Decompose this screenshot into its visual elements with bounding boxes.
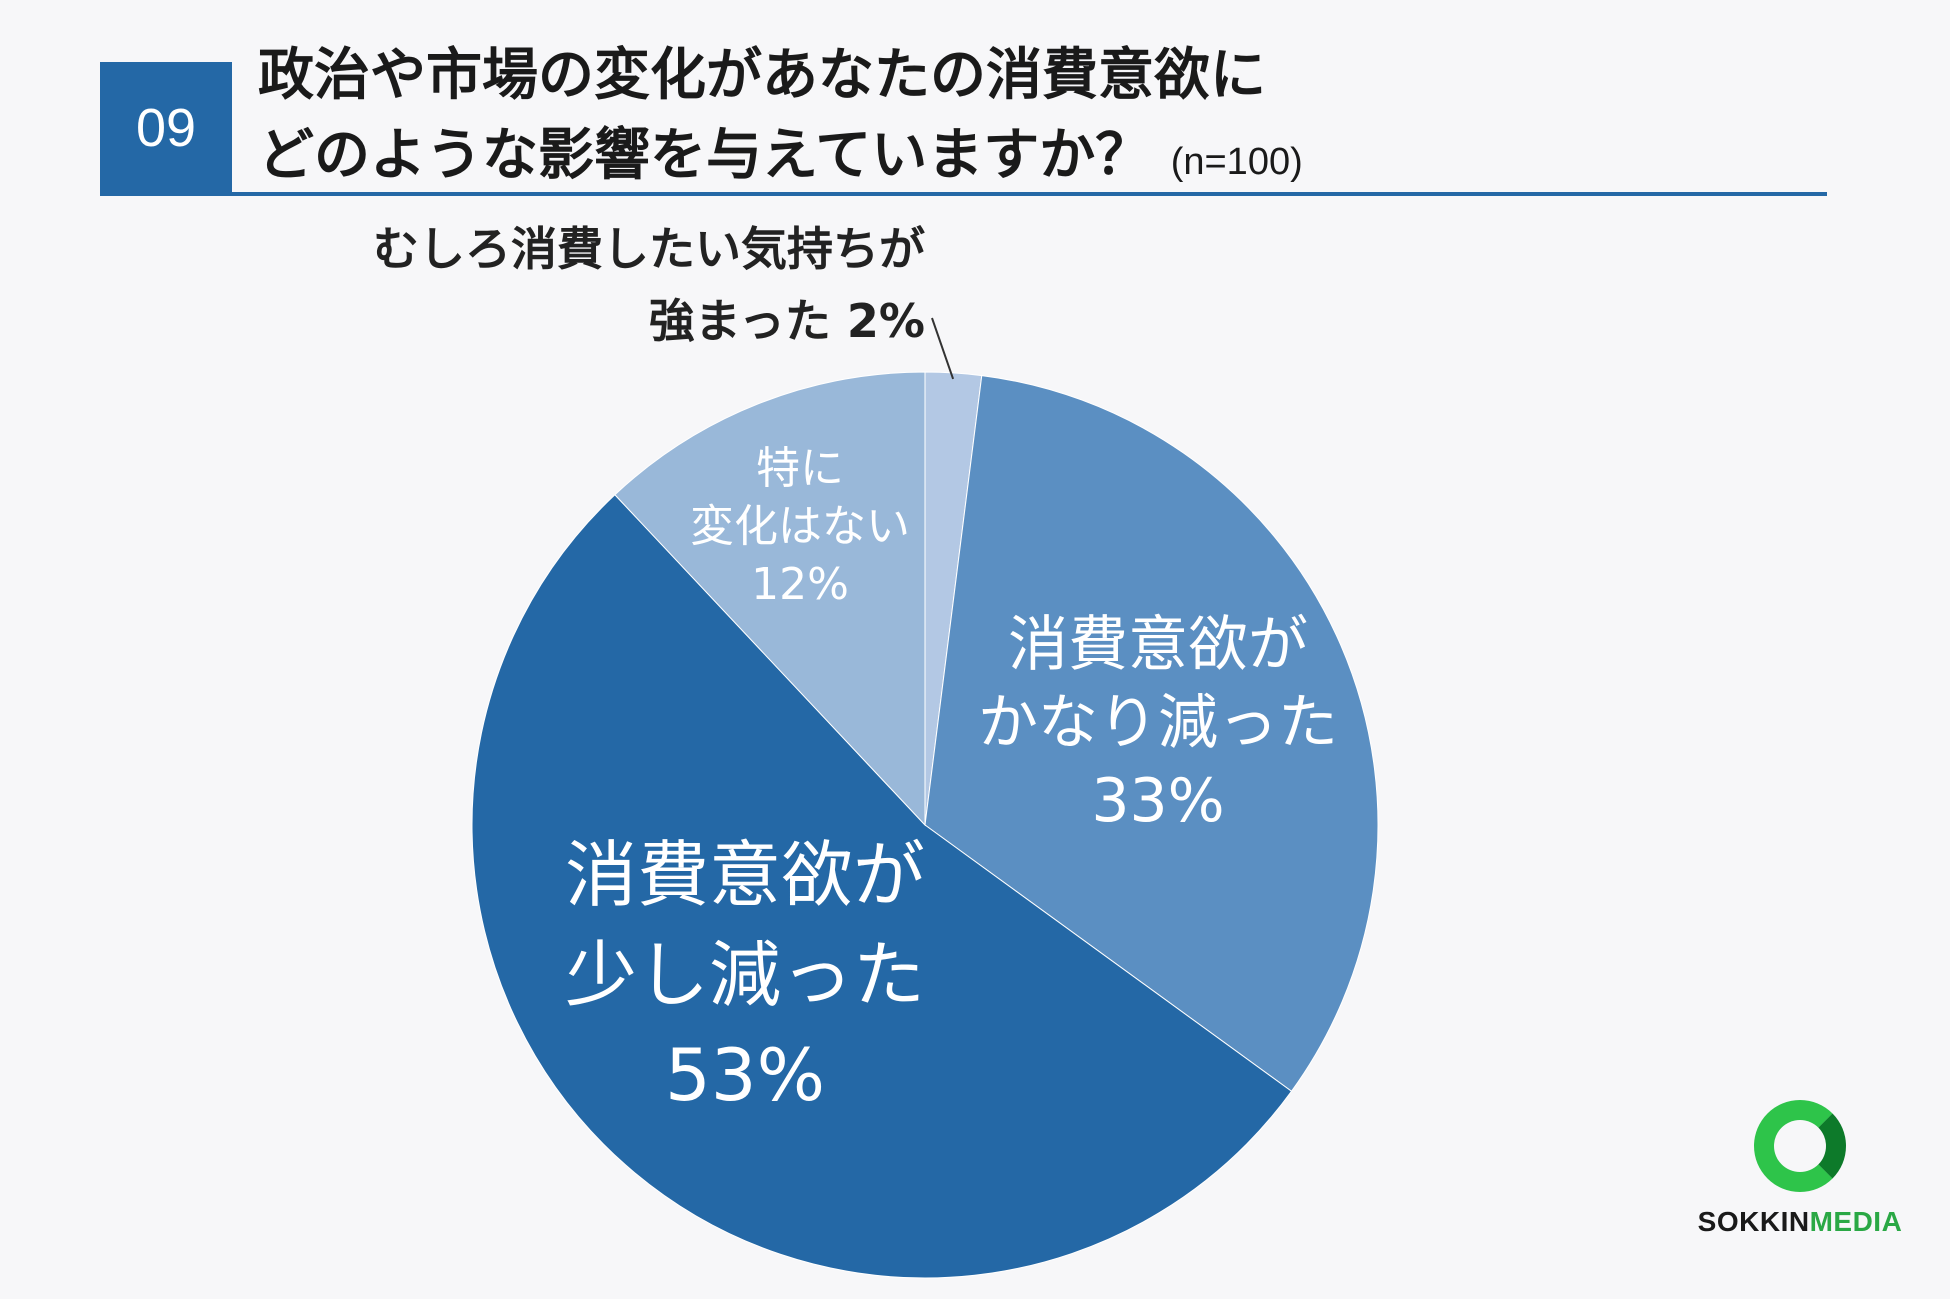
question-title-line1: 政治や市場の変化があなたの消費意欲に [258,43,1266,108]
header-underline [100,192,1827,196]
logo-wordmark: SOKKINMEDIA [1697,1206,1903,1237]
question-title-line2-row: どのような影響を与えていますか？ (n=100) [258,116,1303,202]
slice-label-4: 特に変化はない 12% [690,443,910,610]
question-title-line2: どのような影響を与えていますか？ [258,123,1152,188]
pie-slice-2 [924,375,1379,1092]
pie-slice-3 [471,494,1293,1279]
leader-line [931,317,955,380]
question-title: 政治や市場の変化があなたの消費意欲に どのような影響を与えていますか？ (n=1… [258,36,1303,202]
question-number: 09 [135,98,197,158]
sample-size: (n=100) [1170,141,1303,183]
outer-label-small-slice: むしろ消費したい気持ちが強まった 2% [373,222,925,348]
slice-label-3: 消費意欲が少し減った 53% [565,833,925,1117]
pie-slice-4 [614,371,926,827]
question-number-badge: 09 [100,62,232,194]
sokkin-media-logo: SOKKINMEDIA [1690,1100,1910,1238]
logo-ring-icon [1754,1100,1846,1192]
slice-label-2: 消費意欲がかなり減った 33% [978,610,1338,836]
